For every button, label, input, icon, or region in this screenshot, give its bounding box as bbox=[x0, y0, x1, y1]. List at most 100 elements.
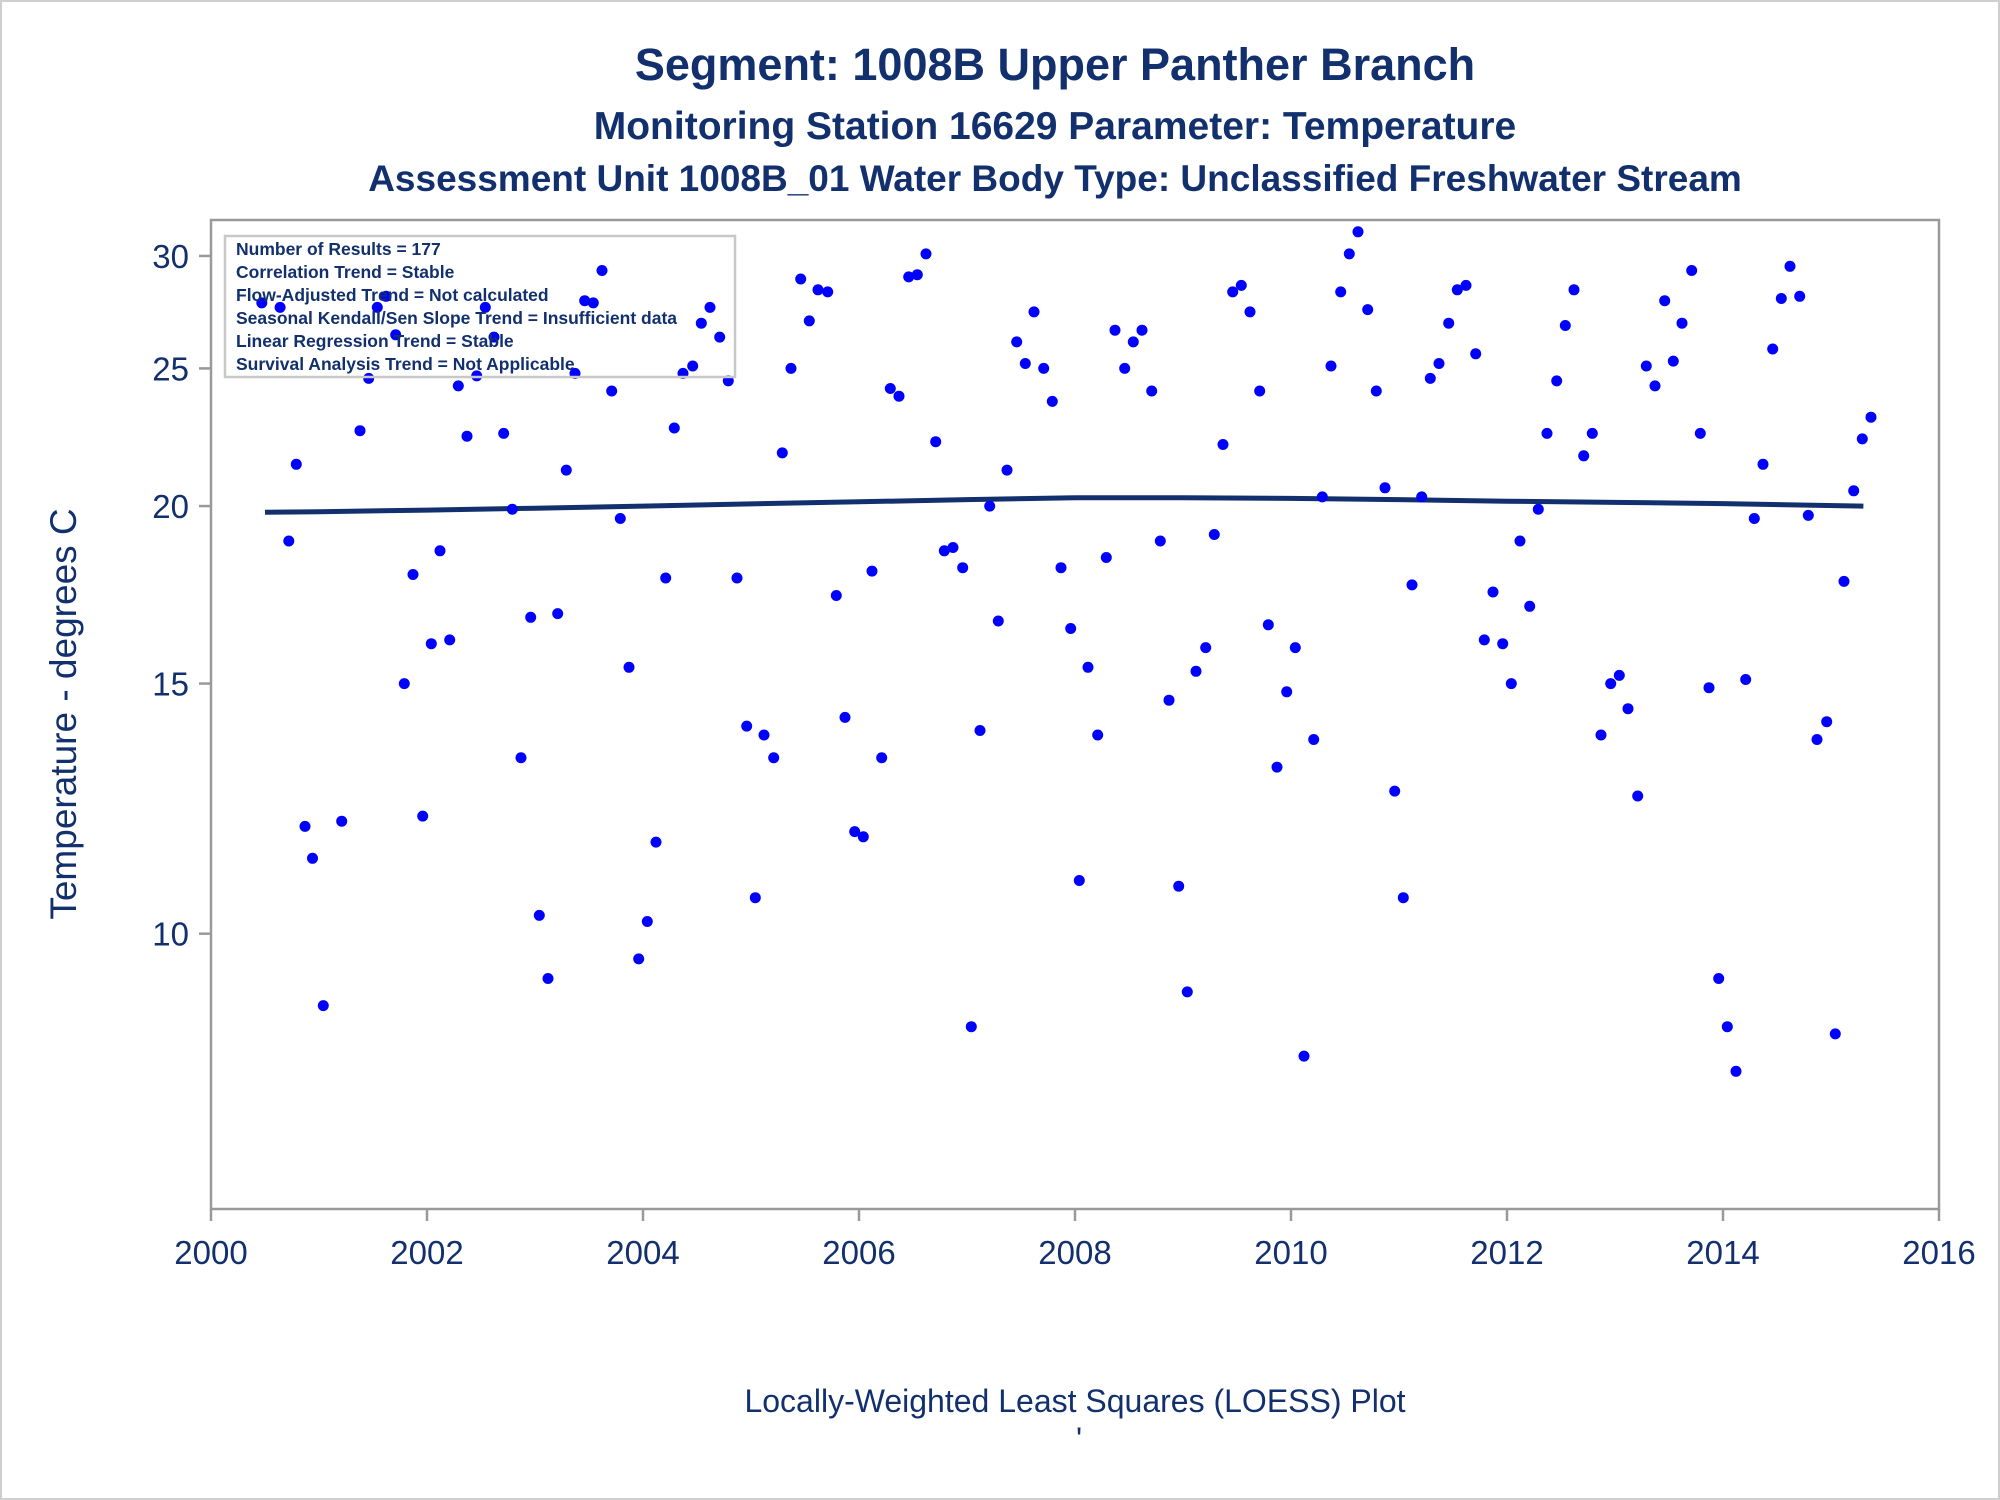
data-point bbox=[1505, 678, 1517, 690]
data-point bbox=[1586, 427, 1598, 439]
data-point bbox=[1802, 509, 1814, 521]
points-layer bbox=[256, 226, 1877, 1077]
y-tick-label: 20 bbox=[152, 488, 189, 525]
data-point bbox=[1460, 279, 1472, 291]
data-point bbox=[488, 331, 500, 343]
data-point bbox=[1676, 317, 1688, 329]
data-point bbox=[1173, 880, 1185, 892]
y-axis-label: Temperature - degrees C bbox=[43, 508, 84, 919]
footnote-mark: ' bbox=[1076, 1421, 1082, 1457]
data-point bbox=[911, 269, 923, 281]
data-point bbox=[1289, 642, 1301, 654]
data-point bbox=[1838, 575, 1850, 587]
data-point bbox=[785, 362, 797, 374]
data-point bbox=[1019, 358, 1031, 369]
y-tick-label: 10 bbox=[152, 916, 189, 953]
x-tick-label: 2008 bbox=[1038, 1234, 1111, 1271]
data-point bbox=[1262, 619, 1274, 631]
data-point bbox=[1424, 372, 1436, 384]
data-point bbox=[650, 836, 662, 848]
data-point bbox=[363, 372, 375, 384]
data-point bbox=[920, 248, 932, 260]
data-point bbox=[1397, 892, 1409, 904]
data-point bbox=[417, 810, 429, 822]
data-point bbox=[1254, 385, 1266, 397]
data-point bbox=[633, 953, 645, 965]
x-tick-label: 2012 bbox=[1470, 1234, 1543, 1271]
data-point bbox=[1146, 385, 1158, 397]
data-point bbox=[1821, 716, 1833, 728]
data-point bbox=[444, 634, 456, 646]
data-point bbox=[776, 447, 788, 459]
data-point bbox=[1011, 336, 1023, 348]
data-point bbox=[876, 752, 888, 764]
data-point bbox=[1200, 642, 1212, 654]
data-point bbox=[749, 892, 761, 904]
data-point bbox=[1703, 682, 1715, 694]
footnote: Locally-Weighted Least Squares (LOESS) P… bbox=[744, 1383, 1405, 1419]
data-point bbox=[552, 608, 564, 620]
data-point bbox=[1190, 665, 1202, 677]
data-point bbox=[822, 286, 834, 298]
data-point bbox=[714, 331, 726, 343]
data-point bbox=[947, 542, 959, 553]
data-point bbox=[1335, 286, 1347, 298]
data-point bbox=[1001, 464, 1013, 476]
data-point bbox=[1848, 485, 1860, 497]
data-point bbox=[1109, 324, 1121, 336]
data-point bbox=[830, 590, 842, 601]
stats-line-seasonal-kendall: Seasonal Kendall/Sen Slope Trend = Insuf… bbox=[236, 308, 677, 328]
data-point bbox=[256, 297, 268, 309]
data-point bbox=[1055, 562, 1067, 574]
x-tick-label: 2000 bbox=[174, 1234, 247, 1271]
data-point bbox=[371, 301, 383, 313]
data-point bbox=[1748, 513, 1760, 524]
stats-line-flow-adjusted: Flow-Adjusted Trend = Not calculated bbox=[236, 285, 549, 305]
data-point bbox=[614, 513, 626, 524]
data-point bbox=[1605, 678, 1617, 690]
data-point bbox=[974, 725, 986, 736]
x-axis: 2000 2002 2004 2006 2008 2010 2012 2014 2016 bbox=[174, 1209, 1976, 1271]
data-point bbox=[299, 820, 311, 832]
data-point bbox=[803, 315, 815, 327]
data-point bbox=[1659, 295, 1671, 307]
data-point bbox=[307, 852, 318, 864]
data-point bbox=[283, 535, 295, 547]
data-point bbox=[1154, 535, 1166, 547]
stats-line-linear-regression: Linear Regression Trend = Stable bbox=[236, 331, 514, 351]
data-point bbox=[849, 826, 861, 838]
data-point bbox=[579, 295, 591, 307]
data-point bbox=[1208, 529, 1220, 540]
loess-layer bbox=[264, 495, 1864, 515]
data-point bbox=[380, 290, 392, 302]
y-tick-label: 30 bbox=[152, 238, 189, 275]
data-point bbox=[1343, 248, 1355, 260]
data-point bbox=[1119, 362, 1131, 374]
data-point bbox=[1713, 973, 1725, 984]
data-point bbox=[984, 500, 996, 512]
data-point bbox=[506, 503, 518, 515]
data-point bbox=[1532, 503, 1544, 515]
data-point bbox=[957, 562, 969, 574]
data-point bbox=[893, 390, 905, 402]
data-point bbox=[354, 425, 366, 437]
x-tick-label: 2014 bbox=[1686, 1234, 1759, 1271]
data-point bbox=[1046, 395, 1058, 407]
data-point bbox=[1559, 320, 1571, 331]
data-point bbox=[1406, 579, 1418, 591]
chart-subtitle: Monitoring Station 16629 Parameter: Temp… bbox=[594, 105, 1517, 148]
stats-line-results: Number of Results = 177 bbox=[236, 239, 441, 259]
data-point bbox=[1281, 686, 1293, 698]
data-point bbox=[1352, 226, 1364, 238]
data-point bbox=[398, 678, 410, 690]
data-point bbox=[596, 265, 608, 276]
data-point bbox=[930, 436, 942, 448]
data-point bbox=[1622, 703, 1634, 715]
data-point bbox=[452, 380, 464, 392]
data-point bbox=[1865, 411, 1877, 423]
data-point bbox=[812, 284, 824, 296]
data-point bbox=[1551, 375, 1563, 387]
data-point bbox=[1271, 761, 1283, 773]
